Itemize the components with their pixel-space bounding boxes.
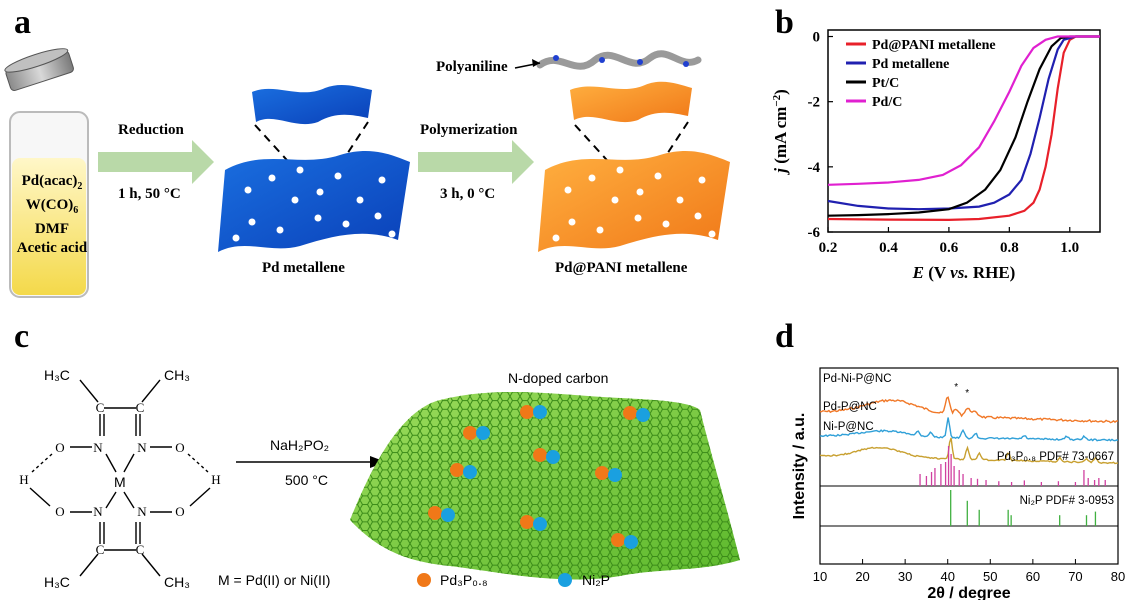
x-tick-label: 20 bbox=[855, 569, 869, 584]
xrd-series-label-2: Ni-P@NC bbox=[823, 421, 874, 433]
svg-text:N: N bbox=[93, 504, 103, 519]
y-tick-label: 0 bbox=[813, 30, 821, 46]
x-tick-label: 1.0 bbox=[1060, 240, 1079, 256]
polymerization-arrow bbox=[418, 140, 534, 184]
legend-label-2: Pt/C bbox=[872, 76, 899, 91]
x-tick-label: 70 bbox=[1068, 569, 1082, 584]
ref-label-1: Ni₂P PDF# 3-0953 bbox=[1020, 495, 1114, 507]
product1-label: Pd metallene bbox=[262, 260, 345, 276]
legend-label-3: Pd/C bbox=[872, 95, 902, 110]
panel-b-letter: b bbox=[775, 4, 794, 41]
pd3p-legend-label: Pd₃P₀.₈ bbox=[440, 572, 488, 588]
y-tick-label: -2 bbox=[808, 95, 821, 111]
y-tick-label: -6 bbox=[808, 225, 821, 241]
xrd-pattern-0 bbox=[819, 396, 1119, 424]
support-label: N-doped carbon bbox=[508, 370, 609, 386]
svg-text:N: N bbox=[137, 440, 147, 455]
lsv-chart: 0.2 0.4 0.6 0.8 1.0 0 -2 -4 -6 E (V vs. RHE) j (mA… bbox=[771, 29, 1101, 282]
pd3p-legend-icon bbox=[417, 573, 431, 587]
orange-sheet-pores bbox=[552, 166, 716, 242]
pd-pani-metallene-sheet bbox=[538, 151, 730, 252]
y-axis-label: Intensity / a.u. bbox=[791, 413, 808, 520]
dimethylglyoxime-complex bbox=[29, 379, 211, 577]
svg-text:C: C bbox=[96, 542, 105, 557]
svg-text:O: O bbox=[175, 504, 184, 519]
plot-frame bbox=[819, 367, 1119, 565]
pd-metallene-sheet-zoom bbox=[252, 84, 372, 125]
peak-marker: * bbox=[965, 388, 969, 399]
xrd-pattern-2 bbox=[819, 437, 1119, 465]
y-axis-label: j (mA cm−2) bbox=[771, 89, 790, 176]
reagent-label: NaH₂PO₂ bbox=[270, 437, 330, 453]
x-tick-label: 0.2 bbox=[819, 240, 838, 256]
x-tick-label: 40 bbox=[940, 569, 954, 584]
step1-condition-top: Reduction bbox=[118, 122, 184, 138]
ni2p-legend-icon bbox=[558, 573, 572, 587]
step1-condition-bottom: 1 h, 50 °C bbox=[118, 186, 181, 202]
x-tick-label: 30 bbox=[898, 569, 912, 584]
svg-text:H: H bbox=[19, 472, 28, 487]
y-tick-label: -4 bbox=[808, 160, 821, 176]
x-tick-label: 80 bbox=[1111, 569, 1125, 584]
ch3-bottom-right: CH₃ bbox=[164, 574, 190, 590]
x-tick-label: 10 bbox=[813, 569, 827, 584]
xrd-series-label-0: Pd-Ni-P@NC bbox=[823, 373, 892, 385]
vial-cap bbox=[4, 48, 74, 92]
complex-atoms: C C N N O O H H O O N N C C bbox=[19, 400, 220, 557]
blue-sheet-pores bbox=[232, 166, 396, 242]
svg-text:O: O bbox=[175, 440, 184, 455]
x-axis-label: E (V vs. RHE) bbox=[912, 263, 1016, 282]
panel-a-letter: a bbox=[14, 4, 31, 41]
panel-c-letter: c bbox=[14, 318, 30, 355]
temperature-label: 500 °C bbox=[285, 472, 328, 488]
svg-text:N: N bbox=[93, 440, 103, 455]
pani-metallene-sheet-zoom bbox=[570, 81, 692, 123]
xrd-series-label-1: Pd-P@NC bbox=[823, 401, 877, 413]
series-line-1 bbox=[827, 35, 1100, 211]
svg-text:O: O bbox=[55, 504, 64, 519]
svg-text:C: C bbox=[96, 400, 105, 415]
ni2p-legend-label: Ni₂P bbox=[582, 572, 610, 588]
series-line-3 bbox=[827, 35, 1100, 186]
reduction-arrow bbox=[98, 140, 214, 184]
x-tick-label: 0.8 bbox=[1000, 240, 1019, 256]
reaction-vial bbox=[9, 111, 89, 298]
svg-text:C: C bbox=[136, 400, 145, 415]
vial-contents: Pd(acac)2 W(CO)6 DMF Acetic acid bbox=[16, 173, 88, 256]
legend-label-1: Pd metallene bbox=[872, 57, 949, 72]
polyaniline-chain bbox=[536, 50, 702, 70]
product2-label: Pd@PANI metallene bbox=[555, 260, 688, 276]
x-tick-label: 50 bbox=[983, 569, 997, 584]
svg-text:N: N bbox=[137, 504, 147, 519]
h3c-bottom-left: H₃C bbox=[44, 574, 70, 590]
svg-text:C: C bbox=[136, 542, 145, 557]
h3c-top-left: H₃C bbox=[44, 367, 70, 383]
ch3-top-right: CH₃ bbox=[164, 367, 190, 383]
plot-frame bbox=[827, 29, 1101, 233]
polyaniline-label: Polyaniline bbox=[436, 59, 508, 75]
metal-definition: M = Pd(II) or Ni(II) bbox=[218, 572, 331, 588]
ref-label-0: Pd₃P₀.₈ PDF# 73-0667 bbox=[997, 451, 1114, 463]
x-tick-label: 0.6 bbox=[940, 240, 959, 256]
series-line-2 bbox=[827, 35, 1100, 217]
n-doped-carbon-support bbox=[350, 391, 740, 580]
xrd-pattern-1 bbox=[819, 417, 1119, 442]
svg-text:H: H bbox=[211, 472, 220, 487]
svg-text:O: O bbox=[55, 440, 64, 455]
panel-d-letter: d bbox=[775, 318, 794, 355]
step2-condition-bottom: 3 h, 0 °C bbox=[440, 186, 496, 202]
x-axis-label: 2θ / degree bbox=[927, 585, 1010, 600]
legend-label-0: Pd@PANI metallene bbox=[872, 38, 996, 53]
x-tick-label: 60 bbox=[1026, 569, 1040, 584]
metal-center: M bbox=[114, 474, 126, 490]
series-line-0 bbox=[827, 35, 1100, 222]
xrd-chart: 10 20 30 40 50 60 70 80 2θ / degree Intensity / a… bbox=[791, 367, 1125, 600]
synthesis-scheme-c: C C N N O O H H O O N N C C bbox=[19, 379, 740, 587]
nanoparticles bbox=[428, 405, 650, 549]
pd-metallene-sheet bbox=[218, 151, 410, 252]
panel-a-schematic bbox=[4, 48, 730, 298]
step2-condition-top: Polymerization bbox=[420, 122, 518, 138]
x-tick-label: 0.4 bbox=[879, 240, 898, 256]
peak-marker: * bbox=[954, 382, 958, 393]
